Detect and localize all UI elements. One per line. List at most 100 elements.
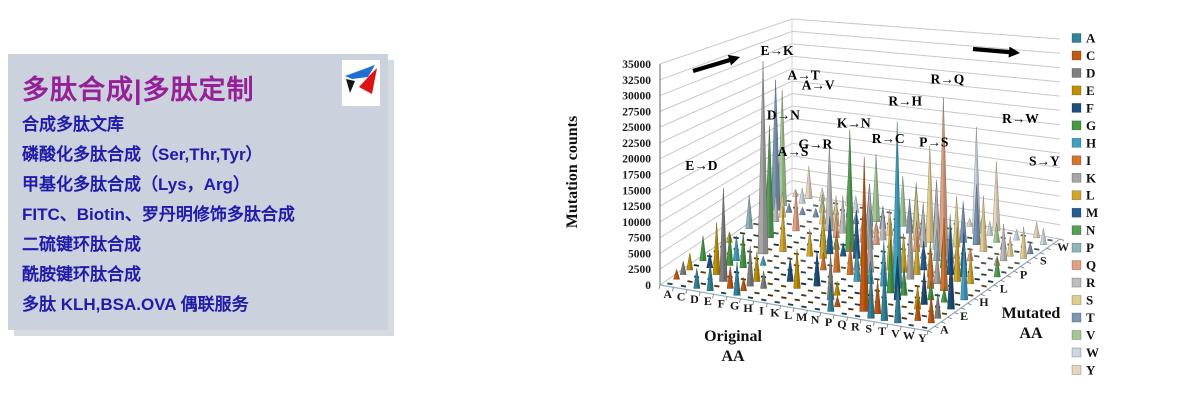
promo-link-methylation[interactable]: 甲基化多肽合成（Lys，Arg）	[22, 175, 250, 194]
svg-text:W: W	[903, 329, 915, 343]
svg-text:N: N	[811, 312, 820, 326]
svg-text:R→W: R→W	[1002, 111, 1039, 126]
axis-titles: Original AA Mutated AA	[704, 305, 1060, 365]
y-axis-title: Mutation counts	[564, 116, 581, 228]
svg-text:E: E	[704, 294, 712, 308]
svg-text:C: C	[677, 289, 686, 303]
floor	[658, 238, 1065, 336]
svg-text:35000: 35000	[622, 59, 651, 71]
promo-link-fitc-biotin[interactable]: FITC、Biotin、罗丹明修饰多肽合成	[22, 205, 295, 224]
svg-text:W: W	[1086, 345, 1099, 360]
promo-link-amide-cyclic[interactable]: 酰胺键环肽合成	[22, 265, 141, 284]
svg-text:A→T: A→T	[787, 68, 819, 83]
svg-text:12500: 12500	[622, 201, 651, 213]
svg-text:L: L	[1086, 188, 1095, 203]
svg-text:A: A	[663, 287, 672, 301]
svg-text:E→K: E→K	[760, 43, 794, 58]
svg-text:F: F	[718, 296, 725, 310]
peak-annotations: E→K A→TA→VD→N A→S E→D G→R K→NR→C R→H R→Q P→S R→W S…	[685, 43, 1060, 173]
svg-text:Q: Q	[837, 317, 846, 331]
svg-text:V: V	[1086, 327, 1096, 342]
svg-text:S: S	[1040, 254, 1047, 268]
svg-text:27500: 27500	[622, 106, 651, 118]
svg-text:S: S	[1086, 293, 1093, 308]
svg-text:A→S: A→S	[778, 144, 809, 159]
svg-text:H: H	[743, 301, 753, 315]
svg-text:22500: 22500	[622, 138, 651, 150]
promo-title: 多肽合成|多肽定制	[22, 75, 255, 105]
svg-text:E: E	[1086, 83, 1095, 98]
svg-text:H: H	[979, 295, 989, 309]
promo-panel: 多肽合成|多肽定制 合成多肽文库 磷酸化多肽合成（Ser,Thr,Tyr） 甲基…	[8, 54, 388, 330]
svg-text:M: M	[796, 310, 807, 324]
svg-text:Q: Q	[1086, 258, 1096, 273]
svg-text:5000: 5000	[628, 248, 651, 260]
svg-text:10000: 10000	[622, 217, 651, 229]
company-logo	[342, 60, 380, 106]
svg-text:32500: 32500	[622, 75, 651, 87]
svg-text:Mutated: Mutated	[1002, 305, 1061, 322]
svg-text:V: V	[891, 326, 900, 340]
svg-text:P: P	[825, 315, 832, 329]
wall-gridlines	[659, 18, 1061, 286]
svg-text:D: D	[1086, 65, 1095, 80]
svg-text:K→N: K→N	[837, 116, 871, 131]
svg-text:W: W	[1057, 240, 1069, 254]
svg-text:T: T	[1086, 310, 1095, 325]
promo-link-disulfide-cyclic[interactable]: 二硫键环肽合成	[22, 235, 141, 254]
svg-text:H: H	[1086, 135, 1096, 150]
svg-text:E: E	[960, 309, 968, 323]
company-logo-icon	[345, 65, 377, 94]
svg-text:L: L	[784, 308, 792, 322]
svg-text:R→H: R→H	[888, 94, 922, 109]
promo-service-list: 合成多肽文库 磷酸化多肽合成（Ser,Thr,Tyr） 甲基化多肽合成（Lys，…	[22, 110, 295, 320]
svg-text:Y: Y	[918, 331, 927, 345]
svg-text:E→D: E→D	[685, 158, 718, 173]
svg-text:P→S: P→S	[919, 135, 948, 150]
mutation-spikes	[673, 60, 1047, 324]
svg-text:D→N: D→N	[767, 107, 800, 122]
svg-text:I: I	[1086, 153, 1091, 168]
svg-text:R→C: R→C	[872, 131, 905, 146]
svg-text:A: A	[940, 323, 949, 337]
svg-text:AA: AA	[721, 348, 745, 365]
svg-text:C: C	[1086, 48, 1095, 63]
y-axis-ticks: 0 2500 5000 7500 10000 12500 15000 17500 20000 22…	[622, 59, 651, 292]
svg-text:I: I	[759, 303, 764, 317]
svg-text:S: S	[865, 322, 872, 336]
svg-text:2500: 2500	[628, 264, 651, 276]
svg-text:G→R: G→R	[799, 136, 833, 151]
svg-text:A→V: A→V	[802, 78, 835, 93]
svg-text:N: N	[1086, 223, 1096, 238]
svg-text:D: D	[690, 292, 699, 306]
svg-text:7500: 7500	[628, 233, 651, 245]
promo-link-phosphorylation[interactable]: 磷酸化多肽合成（Ser,Thr,Tyr）	[22, 145, 263, 164]
svg-text:AA: AA	[1019, 325, 1043, 342]
svg-text:P: P	[1086, 240, 1094, 255]
svg-text:T: T	[878, 324, 886, 338]
svg-text:15000: 15000	[622, 185, 651, 197]
svg-text:M: M	[1086, 205, 1098, 220]
svg-text:25000: 25000	[622, 122, 651, 134]
svg-text:0: 0	[645, 280, 651, 292]
promo-link-klh-bsa-ova[interactable]: 多肽 KLH,BSA.OVA 偶联服务	[22, 295, 249, 314]
svg-text:Mutation counts: Mutation counts	[564, 116, 581, 228]
promo-link-peptide-library[interactable]: 合成多肽文库	[22, 115, 124, 134]
svg-text:K: K	[770, 306, 780, 320]
svg-text:F: F	[1086, 100, 1094, 115]
svg-text:Original: Original	[704, 328, 762, 345]
svg-text:K: K	[1086, 170, 1097, 185]
direction-arrows	[692, 46, 1020, 74]
svg-text:G: G	[1086, 118, 1096, 133]
svg-text:G: G	[730, 299, 739, 313]
svg-text:30000: 30000	[622, 91, 651, 103]
svg-text:17500: 17500	[622, 170, 651, 182]
svg-text:L: L	[1000, 281, 1008, 295]
svg-text:R: R	[1086, 275, 1096, 290]
svg-text:20000: 20000	[622, 154, 651, 166]
svg-text:R: R	[851, 319, 860, 333]
svg-text:S→Y: S→Y	[1029, 153, 1060, 168]
